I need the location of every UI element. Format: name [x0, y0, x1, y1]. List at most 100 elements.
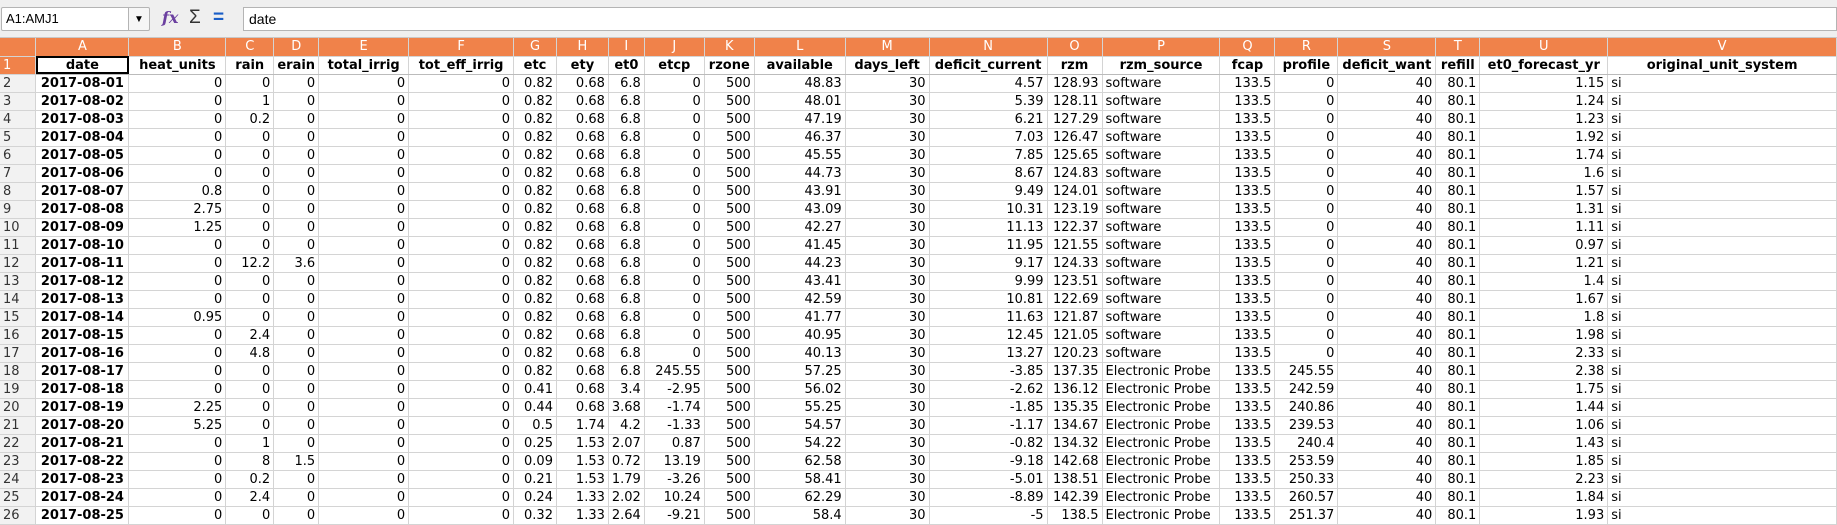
cell-days-left[interactable]: 30	[845, 344, 930, 363]
cell-rzone[interactable]: 500	[704, 362, 755, 381]
cell-deficit-current[interactable]: 12.45	[929, 326, 1048, 345]
cell-erain[interactable]: 0	[273, 488, 320, 507]
cell-deficit-current[interactable]: 9.49	[929, 182, 1048, 201]
cell-rzm-source[interactable]: software	[1102, 110, 1221, 129]
cell-et0[interactable]: 6.8	[608, 182, 645, 201]
cell-date[interactable]: 2017-08-25	[35, 506, 130, 525]
cell-rzone[interactable]: 500	[704, 74, 755, 93]
cell-tot-eff-irrig[interactable]: 0	[408, 344, 515, 363]
cell-et0-forecast-yr[interactable]: 0.97	[1479, 236, 1609, 255]
cell-refill[interactable]: 80.1	[1435, 434, 1481, 453]
row-header[interactable]: 15	[0, 308, 37, 327]
cell-fcap[interactable]: 133.5	[1219, 434, 1276, 453]
column-header-b[interactable]: B	[128, 38, 227, 57]
cell-tot-eff-irrig[interactable]: 0	[408, 398, 515, 417]
cell-profile[interactable]: 0	[1274, 146, 1339, 165]
cell-days-left[interactable]: 30	[845, 434, 930, 453]
cell-erain[interactable]: 0	[273, 164, 320, 183]
cell-available[interactable]: 62.29	[754, 488, 846, 507]
cell-days-left[interactable]: 30	[845, 308, 930, 327]
cell-deficit-want[interactable]: 40	[1337, 398, 1437, 417]
cell-heat-units[interactable]: 0	[128, 380, 227, 399]
cell-profile[interactable]: 242.59	[1274, 380, 1339, 399]
cell-rzm[interactable]: 137.35	[1047, 362, 1103, 381]
cell-erain[interactable]: 0	[273, 308, 320, 327]
cell-deficit-want[interactable]: 40	[1337, 434, 1437, 453]
cell-deficit-want[interactable]: 40	[1337, 470, 1437, 489]
cell-profile[interactable]: 250.33	[1274, 470, 1339, 489]
cell-days-left[interactable]: 30	[845, 398, 930, 417]
cell-erain[interactable]: 0	[273, 290, 320, 309]
cell-deficit-current[interactable]: 5.39	[929, 92, 1048, 111]
cell-rzm[interactable]: 135.35	[1047, 398, 1103, 417]
cell-deficit-want[interactable]: 40	[1337, 182, 1437, 201]
cell-rzm[interactable]: 124.83	[1047, 164, 1103, 183]
cell-deficit-want[interactable]: 40	[1337, 488, 1437, 507]
cell-profile[interactable]: 245.55	[1274, 362, 1339, 381]
cell-days-left[interactable]: 30	[845, 254, 930, 273]
cell-available[interactable]: 46.37	[754, 128, 846, 147]
cell-rzm-source[interactable]: Electronic Probe	[1102, 398, 1221, 417]
cell-erain[interactable]: 0	[273, 92, 320, 111]
cell-available[interactable]: 55.25	[754, 398, 846, 417]
cell-deficit-want[interactable]: 40	[1337, 344, 1437, 363]
header-cell-rain[interactable]: rain	[225, 56, 275, 75]
cell-total-irrig[interactable]: 0	[318, 488, 410, 507]
cell-original-unit-system[interactable]: si	[1607, 416, 1837, 435]
cell-tot-eff-irrig[interactable]: 0	[408, 290, 515, 309]
cell-tot-eff-irrig[interactable]: 0	[408, 308, 515, 327]
cell-etcp[interactable]: 0	[644, 326, 705, 345]
cell-et0[interactable]: 1.79	[608, 470, 645, 489]
cell-profile[interactable]: 260.57	[1274, 488, 1339, 507]
cell-deficit-current[interactable]: 10.81	[929, 290, 1048, 309]
cell-fcap[interactable]: 133.5	[1219, 506, 1276, 525]
cell-original-unit-system[interactable]: si	[1607, 380, 1837, 399]
cell-deficit-want[interactable]: 40	[1337, 416, 1437, 435]
cell-rzone[interactable]: 500	[704, 182, 755, 201]
cell-available[interactable]: 43.41	[754, 272, 846, 291]
cell-original-unit-system[interactable]: si	[1607, 218, 1837, 237]
cell-rzm[interactable]: 125.65	[1047, 146, 1103, 165]
cell-rzm[interactable]: 120.23	[1047, 344, 1103, 363]
cell-etcp[interactable]: 0	[644, 236, 705, 255]
cell-et0-forecast-yr[interactable]: 1.75	[1479, 380, 1609, 399]
row-header[interactable]: 18	[0, 362, 37, 381]
cell-deficit-want[interactable]: 40	[1337, 128, 1437, 147]
cell-fcap[interactable]: 133.5	[1219, 470, 1276, 489]
column-header-p[interactable]: P	[1102, 38, 1221, 57]
header-cell-rzm-source[interactable]: rzm_source	[1102, 56, 1221, 75]
cell-et0[interactable]: 3.4	[608, 380, 645, 399]
column-header-t[interactable]: T	[1435, 38, 1481, 57]
cell-original-unit-system[interactable]: si	[1607, 146, 1837, 165]
cell-etcp[interactable]: 10.24	[644, 488, 705, 507]
cell-deficit-current[interactable]: -8.89	[929, 488, 1048, 507]
cell-rain[interactable]: 0	[225, 236, 275, 255]
cell-tot-eff-irrig[interactable]: 0	[408, 506, 515, 525]
cell-heat-units[interactable]: 0	[128, 290, 227, 309]
cell-total-irrig[interactable]: 0	[318, 290, 410, 309]
cell-rzone[interactable]: 500	[704, 272, 755, 291]
sum-icon[interactable]: Σ	[189, 7, 201, 28]
cell-etc[interactable]: 0.24	[513, 488, 557, 507]
cell-erain[interactable]: 0	[273, 236, 320, 255]
cell-rzm-source[interactable]: software	[1102, 272, 1221, 291]
cell-rzm[interactable]: 121.87	[1047, 308, 1103, 327]
cell-total-irrig[interactable]: 0	[318, 254, 410, 273]
cell-rzm[interactable]: 123.19	[1047, 200, 1103, 219]
cell-rzm-source[interactable]: software	[1102, 344, 1221, 363]
cell-days-left[interactable]: 30	[845, 380, 930, 399]
cell-days-left[interactable]: 30	[845, 146, 930, 165]
cell-date[interactable]: 2017-08-22	[35, 452, 130, 471]
cell-etcp[interactable]: 0	[644, 182, 705, 201]
cell-etcp[interactable]: -9.21	[644, 506, 705, 525]
cell-etc[interactable]: 0.82	[513, 344, 557, 363]
cell-heat-units[interactable]: 1.25	[128, 218, 227, 237]
cell-original-unit-system[interactable]: si	[1607, 272, 1837, 291]
cell-etc[interactable]: 0.82	[513, 254, 557, 273]
cell-profile[interactable]: 0	[1274, 308, 1339, 327]
cell-erain[interactable]: 0	[273, 128, 320, 147]
cell-profile[interactable]: 0	[1274, 92, 1339, 111]
cell-rzm[interactable]: 124.01	[1047, 182, 1103, 201]
cell-rzm[interactable]: 126.47	[1047, 128, 1103, 147]
cell-date[interactable]: 2017-08-03	[35, 110, 130, 129]
